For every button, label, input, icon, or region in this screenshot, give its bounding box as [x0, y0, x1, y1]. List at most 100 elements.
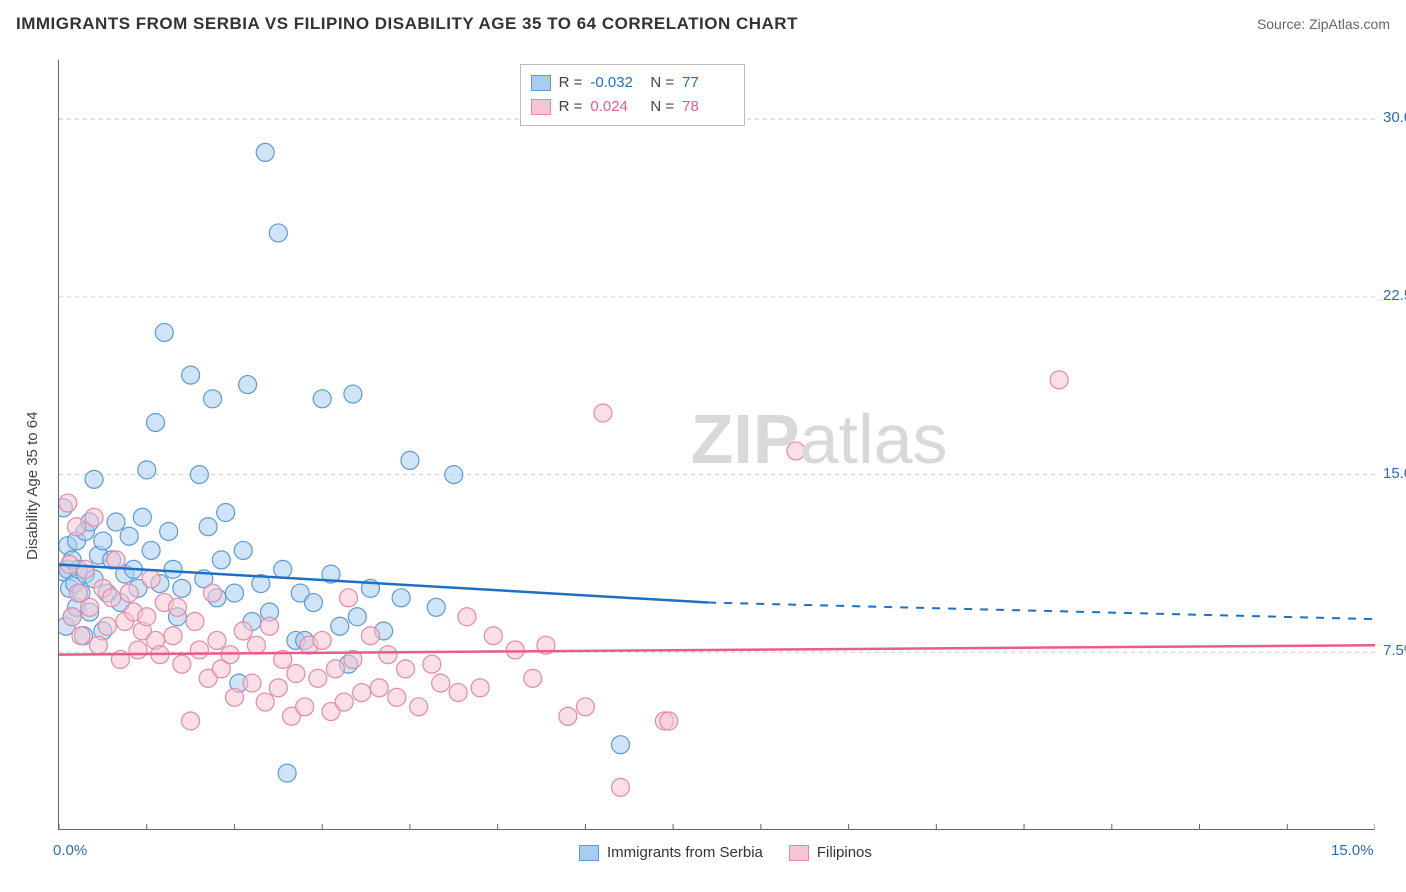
data-point-filipinos: [59, 494, 77, 512]
data-point-filipinos: [397, 660, 415, 678]
data-point-filipinos: [186, 613, 204, 631]
data-point-filipinos: [335, 693, 353, 711]
data-point-filipinos: [594, 404, 612, 422]
data-point-filipinos: [243, 674, 261, 692]
r-label: R =: [559, 95, 583, 119]
correlation-stats-box: R = -0.032 N = 77 R = 0.024 N = 78: [520, 64, 746, 126]
data-point-filipinos: [168, 598, 186, 616]
n-value-filipinos: 78: [682, 95, 734, 119]
data-point-filipinos: [85, 508, 103, 526]
data-point-filipinos: [72, 627, 90, 645]
data-point-serbia: [278, 764, 296, 782]
data-point-filipinos: [98, 617, 116, 635]
data-point-serbia: [344, 385, 362, 403]
data-point-filipinos: [506, 641, 524, 659]
data-point-filipinos: [142, 570, 160, 588]
data-point-filipinos: [1050, 371, 1068, 389]
data-point-filipinos: [388, 688, 406, 706]
x-tick-label: 15.0%: [1331, 842, 1374, 859]
data-point-serbia: [304, 594, 322, 612]
data-point-serbia: [173, 579, 191, 597]
data-point-filipinos: [379, 646, 397, 664]
data-point-serbia: [147, 413, 165, 431]
data-point-serbia: [160, 522, 178, 540]
data-point-filipinos: [559, 707, 577, 725]
legend-swatch-filipinos: [789, 845, 809, 861]
data-point-filipinos: [225, 688, 243, 706]
source-name: ZipAtlas.com: [1309, 16, 1390, 32]
data-point-serbia: [138, 461, 156, 479]
data-point-filipinos: [76, 560, 94, 578]
data-point-filipinos: [256, 693, 274, 711]
data-point-serbia: [611, 736, 629, 754]
y-tick-label: 15.0%: [1383, 465, 1406, 482]
data-point-filipinos: [484, 627, 502, 645]
n-label: N =: [650, 71, 674, 95]
data-point-filipinos: [287, 665, 305, 683]
data-point-filipinos: [129, 641, 147, 659]
y-tick-label: 30.0%: [1383, 109, 1406, 126]
data-point-serbia: [274, 560, 292, 578]
trend-line-serbia-extrapolated: [708, 603, 1375, 620]
data-point-serbia: [120, 527, 138, 545]
data-point-filipinos: [410, 698, 428, 716]
data-point-serbia: [182, 366, 200, 384]
data-point-serbia: [190, 466, 208, 484]
data-point-serbia: [234, 541, 252, 559]
data-point-serbia: [427, 598, 445, 616]
data-point-filipinos: [660, 712, 678, 730]
scatter-plot: ZIPatlas7.5%15.0%22.5%30.0%0.0%15.0%R =-…: [58, 60, 1374, 830]
source-attribution: Source: ZipAtlas.com: [1257, 16, 1390, 32]
data-point-filipinos: [234, 622, 252, 640]
data-point-filipinos: [576, 698, 594, 716]
data-point-filipinos: [449, 684, 467, 702]
data-point-filipinos: [340, 589, 358, 607]
data-point-filipinos: [326, 660, 344, 678]
data-point-serbia: [212, 551, 230, 569]
y-tick-label: 22.5%: [1383, 287, 1406, 304]
data-point-filipinos: [787, 442, 805, 460]
data-point-filipinos: [103, 589, 121, 607]
data-point-filipinos: [423, 655, 441, 673]
data-point-filipinos: [313, 631, 331, 649]
data-point-filipinos: [138, 608, 156, 626]
r-value-serbia: -0.032: [590, 71, 642, 95]
data-point-serbia: [348, 608, 366, 626]
data-point-filipinos: [164, 627, 182, 645]
data-point-serbia: [256, 143, 274, 161]
data-point-filipinos: [204, 584, 222, 602]
data-point-filipinos: [269, 679, 287, 697]
data-point-filipinos: [611, 778, 629, 796]
chart-title: IMMIGRANTS FROM SERBIA VS FILIPINO DISAB…: [16, 14, 798, 34]
data-point-filipinos: [208, 631, 226, 649]
legend-swatch-serbia: [579, 845, 599, 861]
data-point-filipinos: [524, 669, 542, 687]
legend-label-filipinos: Filipinos: [817, 844, 872, 861]
r-label: R =: [559, 71, 583, 95]
n-value-serbia: 77: [682, 71, 734, 95]
data-point-filipinos: [63, 608, 81, 626]
stats-row-serbia: R = -0.032 N = 77: [531, 71, 735, 95]
data-point-filipinos: [89, 636, 107, 654]
n-label: N =: [650, 95, 674, 119]
data-point-serbia: [155, 323, 173, 341]
data-point-serbia: [217, 504, 235, 522]
data-point-filipinos: [458, 608, 476, 626]
data-point-filipinos: [296, 698, 314, 716]
r-value-filipinos: 0.024: [590, 95, 642, 119]
data-point-serbia: [142, 541, 160, 559]
data-point-filipinos: [309, 669, 327, 687]
data-point-serbia: [94, 532, 112, 550]
data-point-serbia: [107, 513, 125, 531]
data-point-serbia: [164, 560, 182, 578]
data-point-filipinos: [120, 584, 138, 602]
data-point-filipinos: [107, 551, 125, 569]
legend-swatch-filipinos: [531, 99, 551, 115]
data-point-filipinos: [432, 674, 450, 692]
data-point-filipinos: [261, 617, 279, 635]
y-tick-label: 7.5%: [1383, 642, 1406, 659]
source-label: Source:: [1257, 16, 1309, 32]
data-point-serbia: [239, 376, 257, 394]
y-axis-label: Disability Age 35 to 64: [24, 412, 41, 560]
data-point-serbia: [269, 224, 287, 242]
